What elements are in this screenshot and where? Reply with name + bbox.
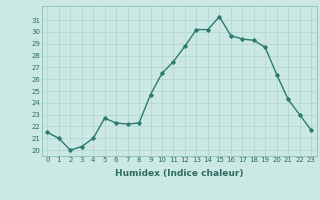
- X-axis label: Humidex (Indice chaleur): Humidex (Indice chaleur): [115, 169, 244, 178]
